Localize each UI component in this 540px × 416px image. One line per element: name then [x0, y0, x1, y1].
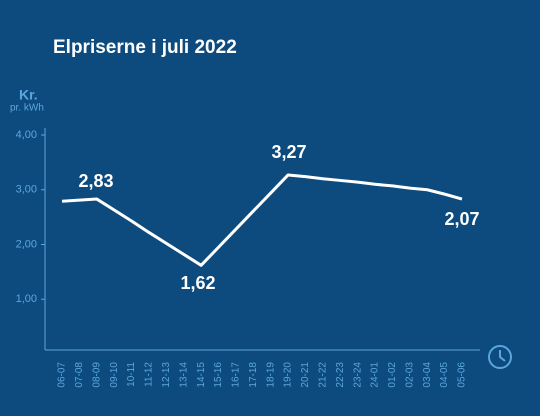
x-tick-label: 14-15 — [196, 362, 207, 388]
x-tick-label: 11-12 — [144, 362, 155, 387]
y-axis-label: Kr. — [19, 87, 38, 103]
annotation: 2,83 — [78, 171, 113, 191]
x-tick-label: 12-13 — [161, 362, 172, 388]
x-tick-label: 02-03 — [404, 362, 415, 388]
x-tick-label: 17-18 — [248, 362, 259, 388]
annotation: 2,07 — [444, 209, 479, 229]
line — [61, 173, 463, 267]
x-tick-label: 20-21 — [300, 362, 311, 388]
x-tick-label: 08-09 — [91, 362, 102, 388]
chart-title: Elpriserne i juli 2022 — [53, 37, 237, 58]
x-tick-label: 22-23 — [335, 362, 346, 388]
x-tick-label: 05-06 — [457, 362, 468, 388]
x-tick-label: 09-10 — [109, 362, 120, 388]
annotation: 3,27 — [271, 142, 306, 162]
y-tick-label: 3,00 — [16, 184, 37, 196]
x-tick-label: 15-16 — [213, 362, 224, 388]
x-tick-label: 16-17 — [231, 362, 242, 388]
x-tick-label: 06-07 — [57, 362, 68, 388]
x-tick-label: 10-11 — [126, 362, 137, 387]
x-tick-label: 07-08 — [74, 362, 85, 388]
y-tick-label: 4,00 — [16, 129, 37, 141]
x-tick-label: 18-19 — [265, 362, 276, 388]
x-tick-label: 23-24 — [352, 362, 363, 388]
annotation: 1,62 — [180, 273, 215, 293]
x-tick-label: 01-02 — [387, 362, 398, 388]
x-tick-label: 03-04 — [422, 362, 433, 388]
y-axis-unit: pr. kWh — [10, 103, 44, 114]
y-tick-label: 1,00 — [16, 293, 37, 305]
x-tick-label: 04-05 — [439, 362, 450, 388]
x-tick-label: 19-20 — [283, 362, 294, 388]
x-tick-label: 13-14 — [178, 362, 189, 388]
clock-icon — [488, 345, 512, 369]
x-tick-label: 21-22 — [317, 362, 328, 388]
x-tick-label: 24-01 — [370, 362, 381, 388]
y-tick-label: 2,00 — [16, 238, 37, 250]
